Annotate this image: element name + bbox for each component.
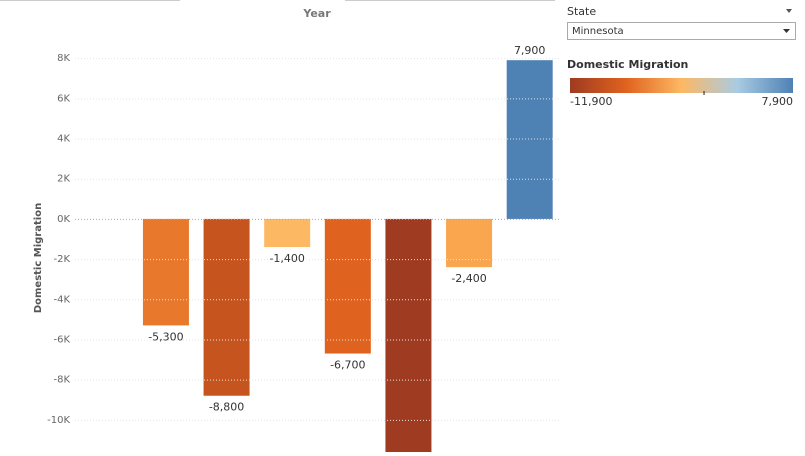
bar [324, 218, 371, 354]
color-ramp [570, 78, 793, 93]
legend-title: Domestic Migration [567, 58, 688, 71]
y-tick-label: -10K [47, 415, 70, 426]
value-label: -2,400 [451, 272, 486, 285]
legend-min: -11,900 [570, 95, 612, 108]
bar [506, 60, 553, 219]
y-tick-label: -6K [53, 334, 70, 345]
y-tick-label: 0K [57, 214, 70, 225]
y-tick-label: 8K [57, 53, 70, 64]
value-label: -1,400 [269, 252, 304, 265]
header: Year [302, 7, 331, 20]
legend-max: 7,900 [762, 95, 794, 108]
plot-area [142, 60, 553, 452]
dropdown-arrow[interactable] [783, 29, 790, 33]
y-axis-title: Domestic Migration [33, 203, 44, 313]
bar [446, 218, 493, 268]
y-tick-label: 2K [57, 174, 70, 185]
filter-menu[interactable] [786, 9, 792, 13]
value-label: -5,300 [148, 330, 183, 343]
y-tick-label: 6K [57, 93, 70, 104]
value-label: 7,900 [514, 44, 546, 57]
filter-value: Minnesota [572, 26, 624, 37]
bar [264, 218, 311, 248]
bar [203, 218, 250, 396]
y-tick-label: -4K [53, 294, 70, 305]
filter-title: State [567, 5, 596, 18]
y-tick-label: 4K [57, 134, 70, 145]
value-label: -6,700 [330, 359, 365, 372]
bar [142, 218, 189, 326]
value-label: -8,800 [209, 401, 244, 414]
bar [385, 218, 432, 452]
y-tick-label: -2K [53, 254, 70, 265]
y-tick-label: -8K [53, 375, 70, 386]
filter-dropdown[interactable] [567, 22, 796, 40]
